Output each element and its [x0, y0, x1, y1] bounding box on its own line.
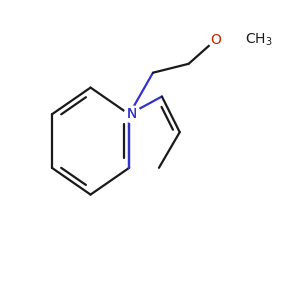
Text: N: N [127, 107, 137, 121]
Text: N: N [127, 107, 137, 121]
Text: O: O [210, 33, 221, 47]
Text: CH$_3$: CH$_3$ [245, 32, 273, 48]
